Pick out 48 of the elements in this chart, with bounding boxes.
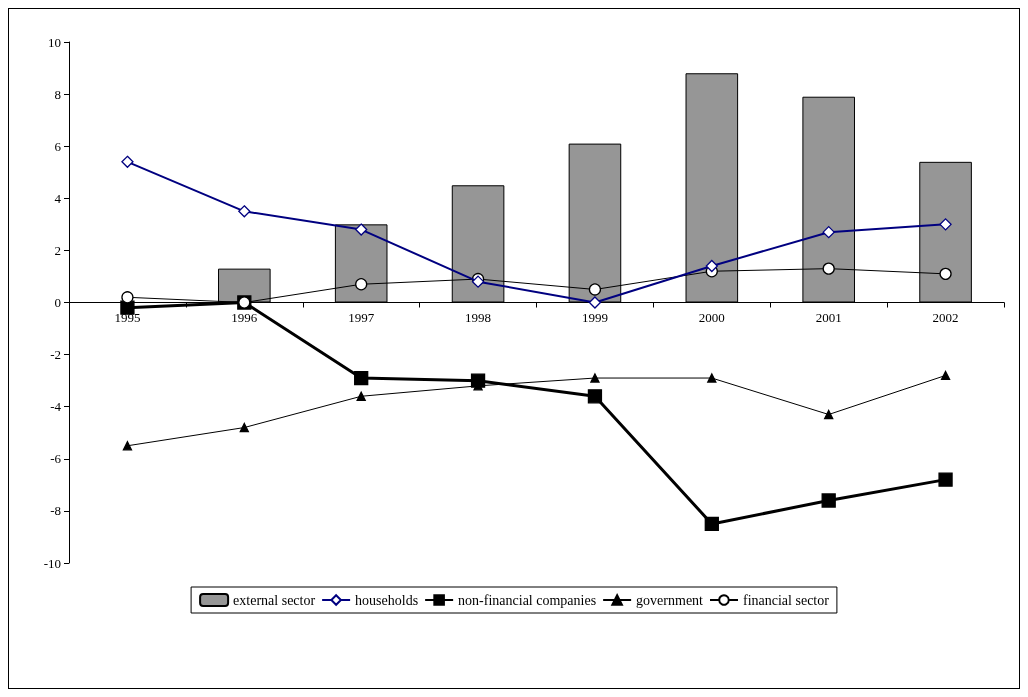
point <box>355 223 368 236</box>
point <box>939 267 952 280</box>
point <box>704 516 719 532</box>
point <box>120 300 135 315</box>
x-tick-label: 2001 <box>815 309 842 325</box>
x-tick-label: 1997 <box>348 309 375 325</box>
point <box>590 373 600 383</box>
point <box>122 441 133 451</box>
legend-label: external sector <box>233 592 316 608</box>
y-tick-label: 4 <box>54 190 62 206</box>
point <box>938 472 953 487</box>
point <box>121 155 134 168</box>
point <box>707 373 717 383</box>
point <box>239 422 249 433</box>
y-tick-label: 6 <box>54 138 62 154</box>
x-tick-label: 1995 <box>114 309 141 325</box>
y-tick-label: 10 <box>48 34 61 50</box>
point <box>824 409 834 420</box>
point <box>822 226 835 239</box>
y-tick-label: 0 <box>54 295 61 310</box>
x-tick-label: 1998 <box>465 309 492 325</box>
point <box>354 370 369 386</box>
point <box>587 389 603 404</box>
y-tick-label: -8 <box>50 503 61 519</box>
point <box>588 283 602 296</box>
point <box>939 218 952 231</box>
x-tick-label: 2002 <box>932 309 959 325</box>
y-tick-label: -10 <box>43 555 61 571</box>
x-tick-label: 1996 <box>231 309 258 325</box>
point <box>940 370 951 381</box>
point <box>356 391 366 401</box>
y-tick-label: -6 <box>50 451 62 467</box>
y-tick-label: 8 <box>54 86 61 102</box>
legend-label: households <box>355 592 419 608</box>
point <box>705 259 718 273</box>
legend-label: financial sector <box>742 592 830 608</box>
point <box>822 262 835 275</box>
x-tick-label: 1999 <box>581 309 608 325</box>
y-tick-label: -2 <box>50 347 61 363</box>
y-tick-label: -4 <box>50 399 62 415</box>
point <box>121 291 134 304</box>
point <box>355 278 368 291</box>
legend-label: government <box>636 592 704 608</box>
point <box>238 205 251 218</box>
point <box>821 493 836 508</box>
x-tick-label: 2000 <box>698 309 725 325</box>
legend-label: non-financial companies <box>458 592 597 608</box>
y-tick-label: 2 <box>54 242 61 258</box>
